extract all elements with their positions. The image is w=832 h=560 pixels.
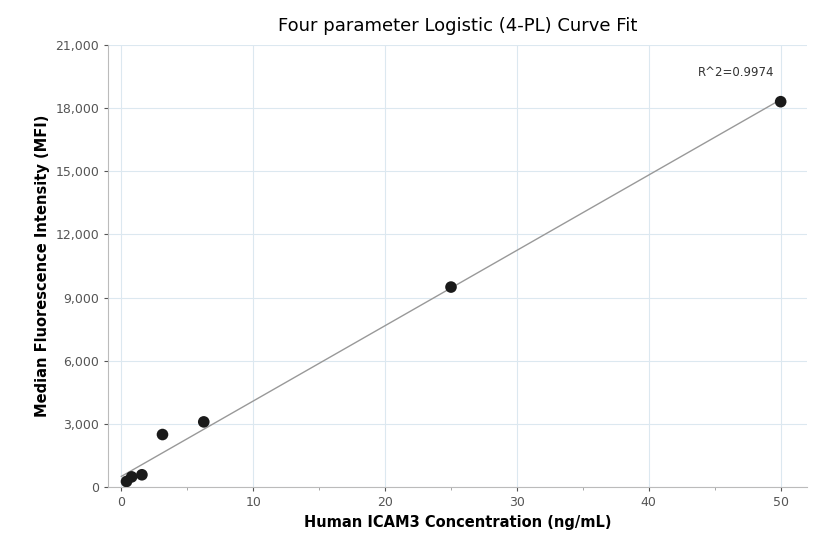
X-axis label: Human ICAM3 Concentration (ng/mL): Human ICAM3 Concentration (ng/mL) [304,515,612,530]
Point [774,97,787,106]
Point [125,473,138,482]
Point [120,477,133,486]
Point [444,283,458,292]
Text: R^2=0.9974: R^2=0.9974 [697,66,774,78]
Point [197,417,210,426]
Point [156,430,169,439]
Point [136,470,149,479]
Title: Four parameter Logistic (4-PL) Curve Fit: Four parameter Logistic (4-PL) Curve Fit [278,17,637,35]
Y-axis label: Median Fluorescence Intensity (MFI): Median Fluorescence Intensity (MFI) [35,115,50,417]
